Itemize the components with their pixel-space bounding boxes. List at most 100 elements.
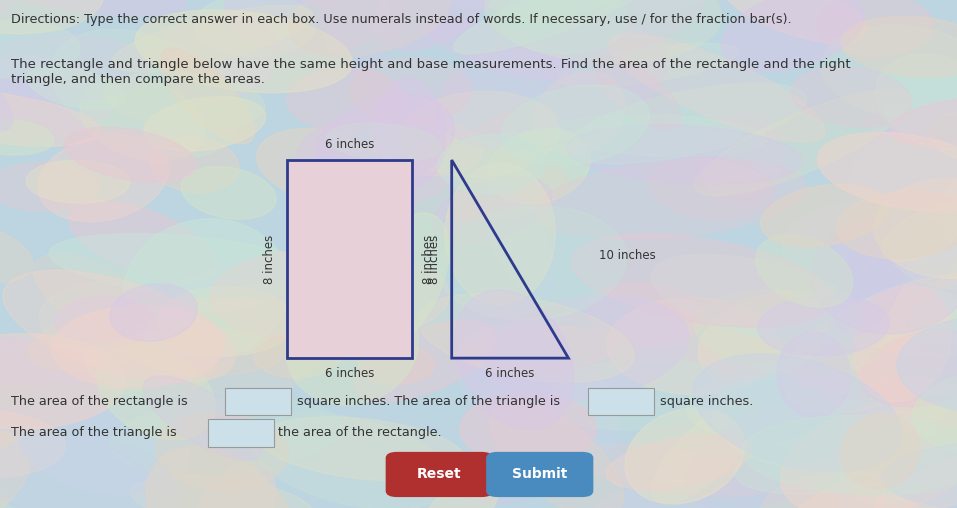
Ellipse shape bbox=[609, 34, 825, 142]
Ellipse shape bbox=[567, 125, 803, 184]
Ellipse shape bbox=[189, 462, 276, 508]
Ellipse shape bbox=[144, 376, 262, 460]
Ellipse shape bbox=[251, 414, 453, 508]
Ellipse shape bbox=[570, 443, 775, 496]
Ellipse shape bbox=[909, 275, 957, 366]
Ellipse shape bbox=[607, 298, 781, 395]
Ellipse shape bbox=[428, 0, 702, 15]
Ellipse shape bbox=[777, 332, 851, 418]
Text: 8 inches: 8 inches bbox=[263, 235, 277, 283]
Ellipse shape bbox=[29, 312, 164, 371]
Ellipse shape bbox=[266, 0, 348, 6]
Ellipse shape bbox=[693, 354, 901, 471]
Ellipse shape bbox=[0, 43, 12, 131]
Ellipse shape bbox=[0, 20, 80, 78]
Ellipse shape bbox=[699, 292, 828, 383]
Ellipse shape bbox=[325, 123, 442, 161]
Ellipse shape bbox=[455, 290, 574, 429]
Ellipse shape bbox=[26, 161, 130, 203]
Ellipse shape bbox=[0, 501, 24, 508]
Ellipse shape bbox=[438, 206, 627, 320]
Ellipse shape bbox=[501, 85, 649, 167]
Ellipse shape bbox=[855, 285, 951, 402]
Ellipse shape bbox=[929, 111, 957, 162]
Ellipse shape bbox=[760, 477, 885, 508]
Text: square inches.: square inches. bbox=[656, 395, 753, 408]
Ellipse shape bbox=[131, 476, 313, 508]
Ellipse shape bbox=[150, 138, 239, 193]
Ellipse shape bbox=[566, 83, 806, 164]
Ellipse shape bbox=[51, 306, 224, 388]
Ellipse shape bbox=[847, 271, 957, 357]
Ellipse shape bbox=[812, 214, 957, 334]
Ellipse shape bbox=[548, 358, 726, 430]
Ellipse shape bbox=[695, 89, 910, 196]
Ellipse shape bbox=[64, 128, 195, 182]
Ellipse shape bbox=[225, 0, 389, 55]
Text: Submit: Submit bbox=[512, 467, 568, 482]
Ellipse shape bbox=[734, 434, 913, 494]
Ellipse shape bbox=[890, 97, 957, 148]
Ellipse shape bbox=[112, 6, 313, 72]
Text: 8 inches: 8 inches bbox=[422, 235, 435, 283]
Ellipse shape bbox=[860, 378, 957, 437]
Ellipse shape bbox=[533, 72, 625, 154]
Ellipse shape bbox=[837, 190, 957, 259]
Ellipse shape bbox=[876, 449, 957, 508]
Ellipse shape bbox=[158, 287, 293, 356]
Ellipse shape bbox=[156, 413, 288, 490]
Ellipse shape bbox=[588, 282, 703, 345]
Ellipse shape bbox=[834, 229, 907, 336]
Ellipse shape bbox=[389, 458, 504, 508]
Text: 6 inches: 6 inches bbox=[485, 367, 535, 380]
Ellipse shape bbox=[607, 434, 752, 490]
Ellipse shape bbox=[840, 414, 920, 488]
Ellipse shape bbox=[499, 0, 628, 54]
Ellipse shape bbox=[437, 20, 666, 150]
Ellipse shape bbox=[456, 460, 550, 504]
Text: Directions: Type the correct answer in each box. Use numerals instead of words. : Directions: Type the correct answer in e… bbox=[11, 13, 792, 26]
Ellipse shape bbox=[882, 205, 957, 262]
Ellipse shape bbox=[866, 99, 957, 144]
Ellipse shape bbox=[938, 174, 957, 260]
Ellipse shape bbox=[287, 68, 405, 132]
Ellipse shape bbox=[474, 0, 628, 22]
Ellipse shape bbox=[685, 395, 873, 508]
Ellipse shape bbox=[553, 115, 767, 156]
Text: The area of the rectangle is: The area of the rectangle is bbox=[11, 395, 192, 408]
Ellipse shape bbox=[115, 328, 283, 376]
Ellipse shape bbox=[793, 344, 957, 399]
Ellipse shape bbox=[195, 0, 316, 56]
Text: square inches. The area of the triangle is: square inches. The area of the triangle … bbox=[293, 395, 564, 408]
Ellipse shape bbox=[594, 56, 681, 130]
Ellipse shape bbox=[103, 72, 265, 129]
Ellipse shape bbox=[877, 54, 957, 149]
Ellipse shape bbox=[652, 399, 763, 503]
Ellipse shape bbox=[651, 255, 864, 342]
Ellipse shape bbox=[784, 288, 957, 414]
Ellipse shape bbox=[372, 0, 498, 51]
Ellipse shape bbox=[123, 219, 289, 359]
Ellipse shape bbox=[110, 284, 197, 341]
Ellipse shape bbox=[875, 179, 957, 278]
Ellipse shape bbox=[456, 326, 619, 463]
Ellipse shape bbox=[69, 201, 217, 283]
Bar bbox=[287, 160, 412, 358]
Text: 10 inches: 10 inches bbox=[599, 248, 656, 262]
Ellipse shape bbox=[3, 270, 234, 383]
FancyBboxPatch shape bbox=[208, 419, 274, 447]
Ellipse shape bbox=[848, 122, 957, 242]
FancyBboxPatch shape bbox=[588, 388, 654, 415]
Ellipse shape bbox=[49, 234, 328, 298]
Ellipse shape bbox=[161, 325, 335, 439]
Ellipse shape bbox=[11, 380, 189, 495]
Text: 6 inches: 6 inches bbox=[324, 138, 374, 151]
Ellipse shape bbox=[460, 327, 617, 373]
Ellipse shape bbox=[756, 235, 853, 307]
Ellipse shape bbox=[838, 411, 943, 504]
Ellipse shape bbox=[816, 0, 934, 56]
Ellipse shape bbox=[483, 296, 689, 401]
Ellipse shape bbox=[0, 334, 125, 429]
Ellipse shape bbox=[433, 176, 551, 243]
Ellipse shape bbox=[347, 213, 449, 356]
